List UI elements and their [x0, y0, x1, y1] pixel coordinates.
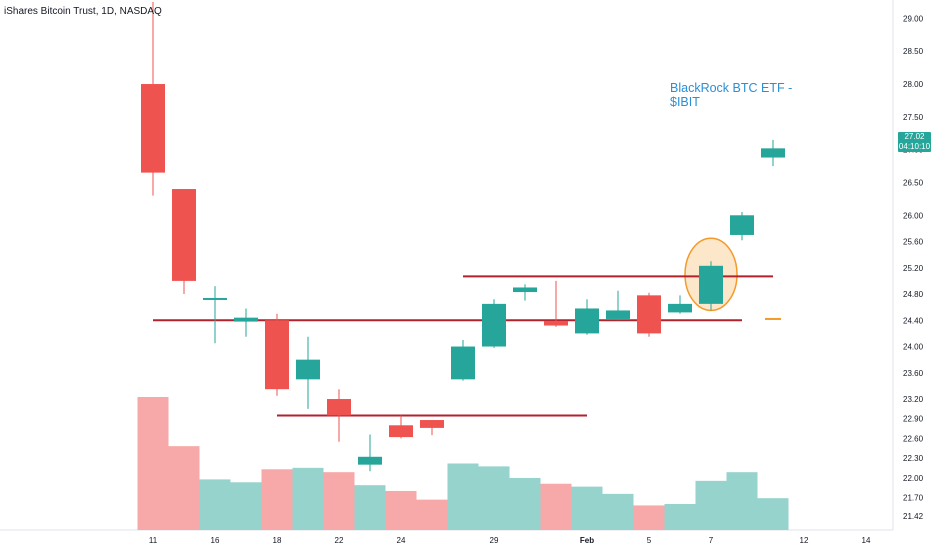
- candle-body: [296, 359, 320, 380]
- candle-body: [172, 189, 196, 281]
- price-tick-label: 26.00: [903, 211, 924, 220]
- volume-bar: [695, 480, 727, 530]
- time-tick-label: 22: [335, 536, 344, 545]
- volume-bar: [478, 466, 510, 530]
- volume-bar: [292, 467, 324, 530]
- candle-body: [606, 310, 630, 319]
- volume-bar: [602, 493, 634, 530]
- time-tick-label: 7: [709, 536, 714, 545]
- chart-title: iShares Bitcoin Trust, 1D, NASDAQ: [4, 6, 162, 17]
- candle-body: [575, 308, 599, 334]
- candle-body: [544, 320, 568, 326]
- time-tick-label: 24: [397, 536, 406, 545]
- price-tick-label: 21.42: [903, 512, 924, 521]
- time-tick-label: 12: [800, 536, 809, 545]
- price-tick-label: 23.60: [903, 369, 924, 378]
- candle-body: [358, 456, 382, 465]
- price-tick-label: 28.00: [903, 80, 924, 89]
- volume-bar: [230, 482, 262, 530]
- volume-bar: [447, 463, 479, 530]
- volume-bar: [726, 472, 758, 530]
- candle-body: [637, 295, 661, 334]
- volume-bar: [168, 446, 200, 530]
- price-tick-label: 22.60: [903, 434, 924, 443]
- volume-bar: [509, 477, 541, 530]
- price-tick-label: 23.20: [903, 395, 924, 404]
- candle-body: [699, 265, 723, 304]
- volume-bar: [261, 469, 293, 530]
- volume-bar: [199, 479, 231, 530]
- annotation-label: BlackRock BTC ETF - $IBIT: [670, 81, 810, 109]
- candle-body: [203, 297, 227, 300]
- candle-body: [389, 425, 413, 438]
- volume-bar: [540, 483, 572, 530]
- time-tick-label: 16: [211, 536, 220, 545]
- volume-bar: [385, 490, 417, 530]
- candle-body: [730, 215, 754, 235]
- price-tick-label: 22.00: [903, 474, 924, 483]
- price-tick-label: 24.40: [903, 316, 924, 325]
- volume-bar: [354, 485, 386, 530]
- bar-countdown: 04:10:10: [898, 142, 931, 151]
- candle-body: [451, 346, 475, 380]
- price-tick-label: 26.50: [903, 178, 924, 187]
- price-tick-label: 29.00: [903, 14, 924, 23]
- price-tick-label: 28.50: [903, 47, 924, 56]
- candle-body: [513, 287, 537, 293]
- price-tick-label: 25.20: [903, 264, 924, 273]
- time-tick-label: 18: [273, 536, 282, 545]
- time-tick-label: Feb: [580, 536, 594, 545]
- candle-body: [668, 303, 692, 313]
- candle-body: [482, 303, 506, 347]
- volume-bar: [757, 498, 789, 530]
- candle-body: [420, 420, 444, 428]
- price-tick-label: 24.00: [903, 343, 924, 352]
- price-tick-label: 27.50: [903, 113, 924, 122]
- candle-body: [141, 84, 165, 173]
- volume-bar: [633, 505, 665, 530]
- candle-body: [234, 317, 258, 322]
- time-tick-label: 11: [149, 536, 158, 545]
- volume-bar: [416, 499, 448, 530]
- price-tick-label: 25.60: [903, 238, 924, 247]
- last-price-tag: 27.02 04:10:10: [898, 132, 931, 152]
- last-price-value: 27.02: [904, 132, 925, 141]
- price-tick-label: 22.90: [903, 415, 924, 424]
- time-tick-label: 5: [647, 536, 652, 545]
- price-tick-label: 21.70: [903, 493, 924, 502]
- price-tick-label: 22.30: [903, 454, 924, 463]
- time-tick-label: 14: [862, 536, 871, 545]
- candle-body: [327, 399, 351, 416]
- price-tick-label: 24.80: [903, 290, 924, 299]
- volume-bar: [571, 486, 603, 530]
- time-tick-label: 29: [490, 536, 499, 545]
- volume-bar: [323, 472, 355, 530]
- volume-bar: [137, 397, 169, 530]
- candle-body: [761, 148, 785, 158]
- candle-body: [265, 320, 289, 390]
- volume-bar: [664, 503, 696, 530]
